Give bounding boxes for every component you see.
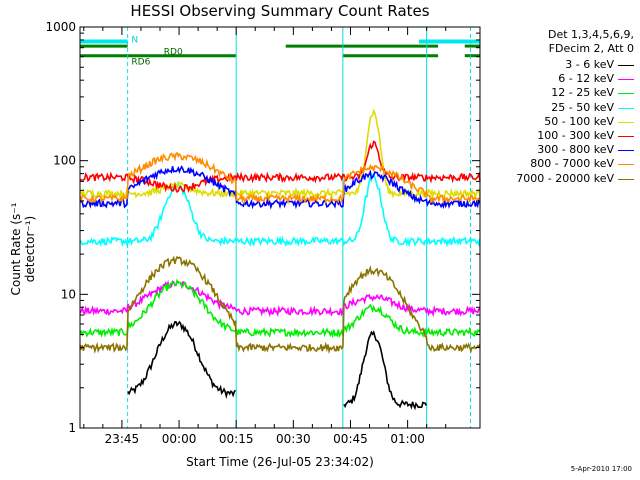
legend-entry-label: 800 - 7000 keV	[530, 157, 614, 171]
legend-entry-label: 100 - 300 keV	[537, 129, 614, 142]
legend-entry: 12 - 25 keV	[486, 86, 636, 100]
y-tick-label: 1	[68, 421, 76, 435]
state-label-rd6: RD6	[131, 58, 150, 68]
x-tick-label: 01:00	[390, 432, 425, 446]
legend-swatch	[618, 79, 634, 81]
series-line-4	[79, 173, 481, 248]
x-axis-label: Start Time (26-Jul-05 23:34:02)	[186, 455, 374, 469]
series-line-3	[79, 278, 481, 339]
y-tick-label: 100	[53, 154, 76, 168]
x-tick-label: 00:00	[162, 432, 197, 446]
legend-swatch	[618, 107, 634, 109]
plot-frame	[79, 26, 481, 429]
legend-entry: 300 - 800 keV	[486, 143, 636, 157]
series-line-2	[79, 279, 481, 318]
legend-swatch	[618, 150, 634, 152]
legend-swatch	[618, 178, 634, 180]
chart-title: HESSI Observing Summary Count Rates	[130, 2, 430, 20]
legend-header: Det 1,3,4,5,6,9, FDecim 2, Att 0	[486, 28, 634, 56]
legend-entry: 7000 - 20000 keV	[486, 172, 636, 186]
legend-entry-label: 12 - 25 keV	[551, 86, 614, 100]
legend-entry: 100 - 300 keV	[486, 129, 636, 143]
legend-entry: 6 - 12 keV	[486, 72, 636, 86]
series-line-6	[79, 140, 481, 194]
legend-entry-label: 3 - 6 keV	[565, 58, 614, 71]
series-line-1	[127, 320, 428, 411]
x-tick-label: 00:30	[276, 432, 311, 446]
x-tick-label: 00:15	[219, 432, 254, 446]
legend-swatch	[618, 136, 634, 137]
series-line-7	[79, 165, 481, 210]
legend-entry: 50 - 100 keV	[486, 115, 636, 129]
legend-swatch	[618, 164, 634, 166]
generation-date: 5-Apr-2010 17:00	[570, 465, 632, 473]
legend-entry: 25 - 50 keV	[486, 101, 636, 115]
legend-entry-label: 25 - 50 keV	[551, 100, 614, 114]
series-line-9	[79, 255, 481, 355]
state-label-n: N	[131, 36, 138, 46]
y-tick-label: 10	[61, 287, 76, 301]
legend-swatch	[618, 121, 634, 123]
legend-swatch	[618, 65, 634, 66]
legend-entry-label: 7000 - 20000 keV	[516, 171, 614, 185]
y-axis-label: Count Rate (s⁻¹ detector⁻¹)	[9, 202, 37, 296]
legend-entry: 3 - 6 keV	[486, 58, 636, 72]
legend-entry-label: 6 - 12 keV	[558, 72, 614, 86]
legend-header-line-2: FDecim 2, Att 0	[548, 42, 634, 55]
legend-entry-label: 300 - 800 keV	[537, 143, 614, 157]
series-line-8	[79, 151, 481, 206]
legend-header-line-1: Det 1,3,4,5,6,9,	[547, 28, 634, 41]
legend-swatch	[618, 93, 634, 95]
legend-entry-label: 50 - 100 keV	[544, 114, 614, 128]
x-tick-label: 23:45	[105, 432, 140, 446]
state-label-rd0: RD0	[164, 48, 183, 58]
legend-entry: 800 - 7000 keV	[486, 157, 636, 171]
y-tick-label: 1000	[45, 20, 76, 34]
x-tick-label: 00:45	[333, 432, 368, 446]
